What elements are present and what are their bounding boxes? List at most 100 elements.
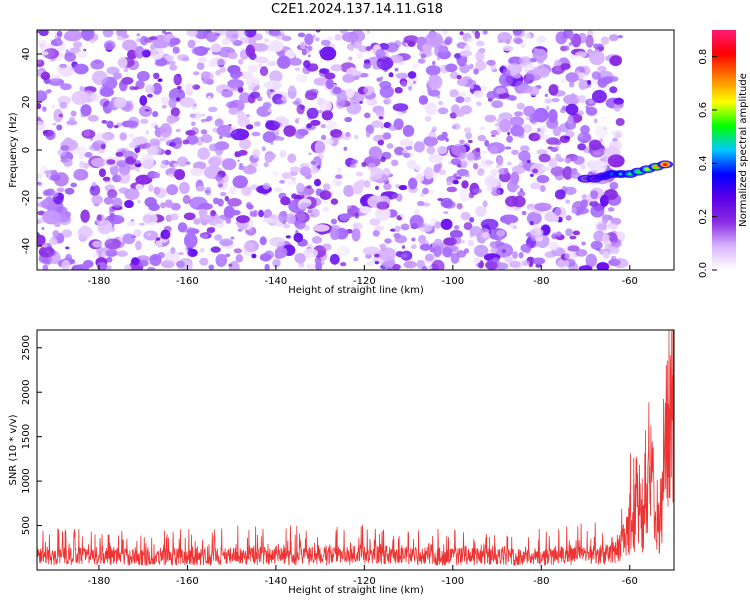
- noise-blob: [521, 260, 531, 266]
- noise-blob: [520, 42, 526, 49]
- noise-blob: [361, 162, 367, 167]
- noise-blob: [198, 203, 213, 210]
- noise-blob: [590, 204, 605, 218]
- noise-blob: [191, 121, 196, 127]
- noise-blob: [370, 167, 383, 180]
- noise-blob: [372, 229, 380, 237]
- noise-blob: [473, 257, 481, 264]
- noise-blob: [449, 112, 457, 119]
- noise-blob: [297, 32, 306, 38]
- noise-blob: [529, 228, 544, 236]
- noise-blob: [425, 65, 441, 76]
- noise-blob: [504, 256, 513, 263]
- noise-blob: [359, 206, 372, 214]
- noise-blob: [198, 208, 208, 218]
- noise-blob: [603, 126, 608, 131]
- noise-blob: [182, 139, 190, 145]
- noise-blob: [565, 130, 575, 138]
- noise-blob: [452, 179, 459, 185]
- noise-blob: [246, 76, 260, 87]
- noise-blob: [348, 56, 353, 61]
- noise-blob: [253, 121, 261, 127]
- noise-blob: [124, 264, 132, 270]
- noise-blob: [38, 246, 55, 258]
- noise-blob: [532, 48, 548, 62]
- noise-blob: [219, 135, 223, 140]
- noise-blob: [239, 163, 243, 168]
- x-tick-label: -120: [353, 276, 376, 287]
- noise-blob: [100, 143, 106, 150]
- noise-blob: [306, 185, 312, 189]
- noise-blob: [306, 263, 316, 270]
- noise-blob: [98, 148, 105, 154]
- noise-blob: [290, 177, 297, 181]
- noise-blob: [52, 230, 60, 237]
- noise-blob: [57, 212, 70, 223]
- noise-blob: [142, 212, 158, 226]
- noise-blob: [170, 247, 176, 255]
- noise-blob: [38, 30, 49, 37]
- colorbar-ticks: 0.0 0.2 0.4 0.6 0.8: [698, 49, 717, 278]
- noise-blob: [136, 33, 141, 37]
- noise-blob: [386, 267, 393, 270]
- noise-blob: [160, 96, 169, 105]
- noise-blob: [103, 196, 114, 205]
- noise-blob: [442, 30, 448, 36]
- noise-blob: [353, 257, 359, 262]
- noise-blob: [454, 53, 461, 59]
- noise-blob: [362, 246, 381, 256]
- y-tick-label: 2000: [21, 379, 32, 404]
- noise-blob: [46, 89, 52, 93]
- noise-blob: [523, 78, 530, 85]
- noise-blob: [319, 68, 330, 74]
- noise-blob: [214, 30, 221, 34]
- noise-blob: [482, 200, 488, 208]
- noise-blob: [437, 198, 444, 201]
- noise-blob: [137, 200, 141, 204]
- y-tick-label: -40: [21, 238, 32, 254]
- noise-blob: [442, 246, 453, 258]
- noise-blob: [411, 237, 416, 242]
- noise-blob: [516, 102, 525, 110]
- noise-blob: [476, 101, 482, 106]
- noise-blob: [196, 185, 205, 192]
- noise-blob: [363, 85, 375, 95]
- noise-blob: [325, 78, 334, 90]
- noise-blob: [423, 169, 431, 177]
- noise-blob: [343, 146, 348, 151]
- noise-blob: [575, 249, 588, 257]
- noise-blob: [294, 67, 301, 71]
- noise-blob: [157, 78, 163, 82]
- noise-blob: [520, 145, 530, 153]
- noise-blob: [230, 128, 250, 141]
- noise-blob: [413, 80, 416, 84]
- noise-blob: [475, 147, 481, 153]
- noise-blob: [309, 46, 313, 50]
- noise-blob: [320, 99, 332, 113]
- noise-blob: [456, 203, 463, 210]
- noise-blob: [515, 185, 520, 189]
- noise-blob: [434, 238, 443, 245]
- noise-blob: [124, 200, 134, 208]
- noise-blob: [522, 124, 533, 133]
- noise-blob: [377, 139, 384, 146]
- noise-blob: [602, 233, 610, 243]
- noise-blob: [300, 41, 306, 50]
- snr-y-axis-label: SNR (10 * v/v): [8, 414, 19, 485]
- noise-blob: [378, 116, 384, 120]
- noise-blob: [576, 72, 586, 79]
- noise-blob: [589, 200, 599, 207]
- colorbar-tick-label: 0.2: [698, 209, 709, 225]
- noise-blob: [249, 211, 257, 217]
- noise-blob: [446, 186, 458, 193]
- noise-blob: [455, 110, 465, 117]
- noise-blob: [123, 67, 129, 73]
- noise-blob: [37, 59, 45, 67]
- noise-blob: [143, 230, 159, 241]
- noise-blob: [440, 218, 453, 230]
- noise-blob: [263, 162, 269, 168]
- noise-blob: [60, 158, 69, 163]
- noise-blob: [287, 153, 297, 163]
- noise-blob: [588, 139, 602, 151]
- noise-blob: [445, 137, 449, 142]
